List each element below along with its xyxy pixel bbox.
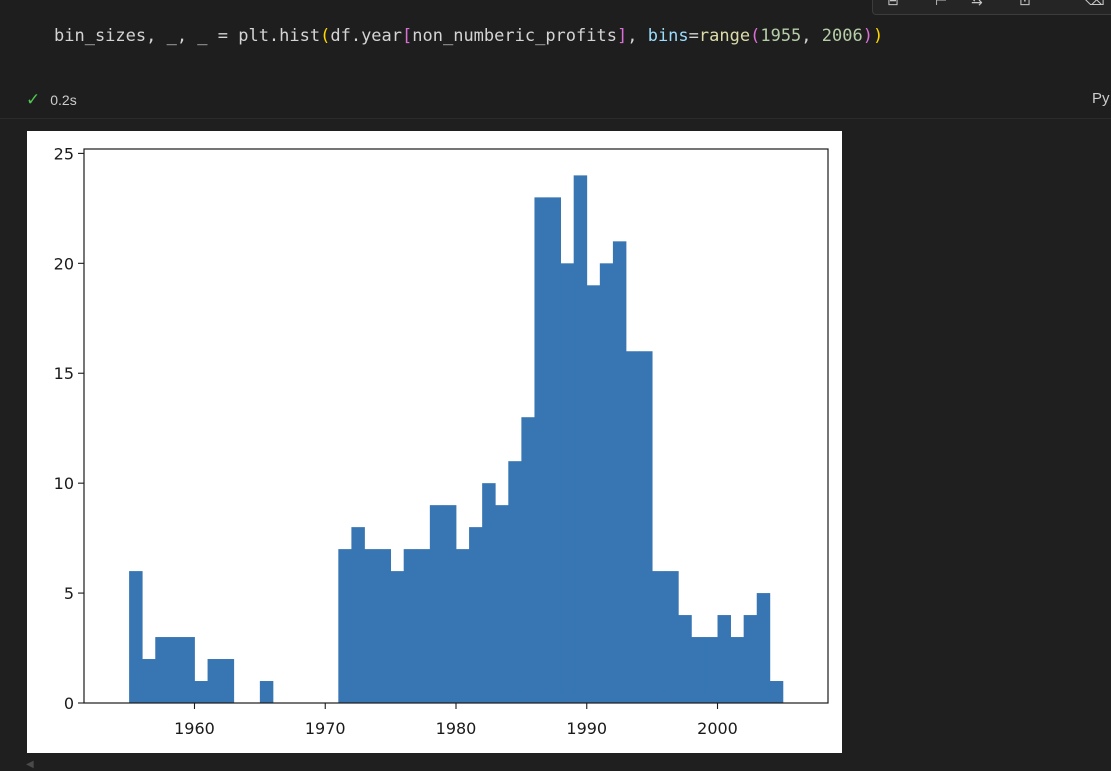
histogram-bar	[704, 637, 718, 703]
x-tick-label: 2000	[697, 719, 738, 738]
check-icon: ✓	[26, 90, 41, 110]
histogram-bar	[573, 175, 588, 703]
histogram-bar	[129, 571, 143, 703]
split-cell-icon[interactable]: ⇆	[971, 0, 983, 9]
histogram-bar	[416, 549, 431, 703]
y-tick-label: 20	[54, 254, 74, 273]
histogram-bar	[560, 263, 575, 703]
execution-status: ✓ 0.2s	[26, 89, 77, 111]
cell-output: 0 5 10 15 20 25 1960 1970 1980 1990 2000	[27, 131, 842, 753]
histogram-bar	[456, 549, 470, 703]
histogram-chart: 0 5 10 15 20 25 1960 1970 1980 1990 2000	[54, 144, 829, 738]
histogram-bar	[547, 197, 562, 703]
histogram-bar	[678, 615, 692, 703]
code-token: 2006	[821, 26, 863, 46]
histogram-bar	[181, 637, 195, 703]
horizontal-scrollbar[interactable]: ◀	[0, 759, 1111, 771]
histogram-bar	[207, 659, 222, 703]
y-tick-label: 5	[64, 584, 74, 603]
code-token: [	[402, 26, 413, 46]
code-token: (	[750, 26, 761, 46]
histogram-bar	[743, 615, 758, 703]
kernel-language-label[interactable]: Py	[1092, 90, 1110, 107]
histogram-bar	[469, 527, 483, 703]
code-token: =	[688, 26, 699, 46]
code-token: df.year	[330, 26, 403, 46]
histogram-bar	[220, 659, 235, 703]
code-cell[interactable]: ⊟ ⊢ ⇆ ⊡ ⌫ bin_sizes, _, _ = plt.hist(df.…	[0, 0, 1111, 119]
y-tick-label: 25	[54, 144, 74, 163]
histogram-bar	[194, 681, 208, 703]
histogram-bar	[599, 263, 614, 703]
y-tick-label: 10	[54, 474, 74, 493]
histogram-bar	[521, 417, 535, 703]
histogram-bar	[442, 505, 457, 703]
histogram-bar	[429, 505, 444, 703]
code-token: )	[872, 26, 884, 46]
code-editor-line[interactable]: bin_sizes, _, _ = plt.hist(df.year[non_n…	[54, 24, 883, 48]
code-token: 1955	[760, 26, 802, 46]
x-tick-label: 1980	[436, 719, 477, 738]
y-tick-label: 15	[54, 364, 74, 383]
histogram-bar	[730, 637, 745, 703]
histogram-bar	[625, 351, 640, 703]
delete-icon[interactable]: ⌫	[1085, 0, 1105, 9]
histogram-bar	[482, 483, 496, 703]
more-icon[interactable]: ⊡	[1019, 0, 1031, 9]
scroll-left-icon[interactable]: ◀	[26, 759, 34, 770]
histogram-bar	[612, 241, 627, 703]
histogram-bar	[691, 637, 705, 703]
histogram-bar	[586, 285, 601, 703]
histogram-bar	[351, 527, 365, 703]
histogram-bar	[769, 681, 784, 703]
histogram-bar	[338, 549, 352, 703]
histogram-bar	[168, 637, 182, 703]
histogram-bar	[652, 571, 666, 703]
histogram-bar	[665, 571, 679, 703]
code-token: ,	[801, 26, 822, 46]
histogram-bar	[155, 637, 169, 703]
histogram-bar	[534, 197, 548, 703]
histogram-bar	[390, 571, 405, 703]
cell-toolbar: ⊟ ⊢ ⇆ ⊡ ⌫	[872, 0, 1111, 15]
x-tick-label: 1970	[305, 719, 346, 738]
code-token: ]	[616, 26, 628, 46]
y-tick-label: 0	[64, 694, 74, 713]
histogram-bar	[142, 659, 156, 703]
histogram-bar	[508, 461, 522, 703]
histogram-bar	[495, 505, 509, 703]
x-tick-label: 1990	[566, 719, 607, 738]
histogram-bar	[756, 593, 771, 703]
code-token: range	[698, 26, 751, 46]
execute-below-icon[interactable]: ⊢	[935, 0, 948, 9]
histogram-bar	[717, 615, 731, 703]
histogram-bar	[377, 549, 392, 703]
code-token: bins	[647, 26, 689, 46]
code-token: ,	[627, 26, 648, 46]
x-tick-label: 1960	[174, 719, 215, 738]
histogram-bar	[403, 549, 418, 703]
histogram-bar	[364, 549, 378, 703]
execution-time: 0.2s	[50, 92, 77, 108]
code-token: )	[862, 26, 873, 46]
code-token: (	[320, 26, 331, 46]
code-token: non_numberic_profits	[412, 26, 617, 46]
code-token: bin_sizes, _, _ = plt.hist	[54, 26, 321, 46]
histogram-bar	[639, 351, 653, 703]
histogram-bar	[259, 681, 274, 703]
execute-above-icon[interactable]: ⊟	[887, 0, 899, 9]
